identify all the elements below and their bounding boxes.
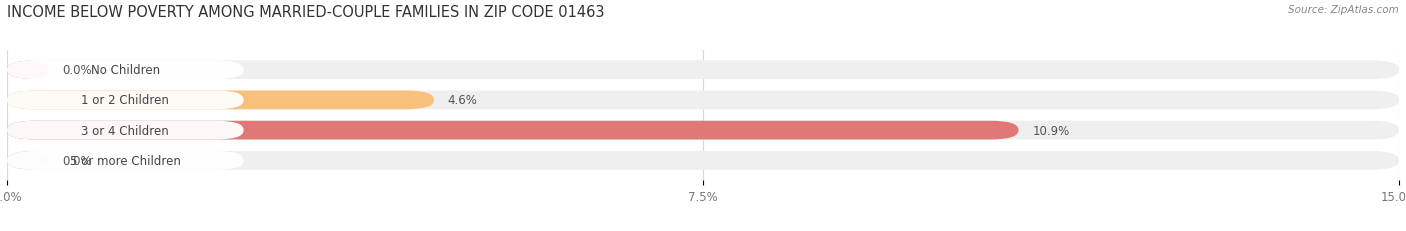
Text: 0.0%: 0.0%	[63, 64, 93, 77]
FancyBboxPatch shape	[7, 61, 243, 80]
FancyBboxPatch shape	[7, 121, 1399, 140]
FancyBboxPatch shape	[7, 91, 243, 110]
FancyBboxPatch shape	[7, 61, 49, 80]
Text: 4.6%: 4.6%	[447, 94, 478, 107]
FancyBboxPatch shape	[7, 91, 434, 110]
Text: 3 or 4 Children: 3 or 4 Children	[82, 124, 169, 137]
Text: No Children: No Children	[91, 64, 160, 77]
FancyBboxPatch shape	[7, 151, 243, 170]
Text: 10.9%: 10.9%	[1032, 124, 1070, 137]
Text: Source: ZipAtlas.com: Source: ZipAtlas.com	[1288, 5, 1399, 15]
FancyBboxPatch shape	[7, 121, 243, 140]
Text: 5 or more Children: 5 or more Children	[70, 154, 181, 167]
Text: INCOME BELOW POVERTY AMONG MARRIED-COUPLE FAMILIES IN ZIP CODE 01463: INCOME BELOW POVERTY AMONG MARRIED-COUPL…	[7, 5, 605, 20]
FancyBboxPatch shape	[7, 151, 49, 170]
FancyBboxPatch shape	[7, 151, 1399, 170]
FancyBboxPatch shape	[7, 121, 1018, 140]
Text: 1 or 2 Children: 1 or 2 Children	[82, 94, 169, 107]
FancyBboxPatch shape	[7, 61, 1399, 80]
Text: 0.0%: 0.0%	[63, 154, 93, 167]
FancyBboxPatch shape	[7, 91, 1399, 110]
